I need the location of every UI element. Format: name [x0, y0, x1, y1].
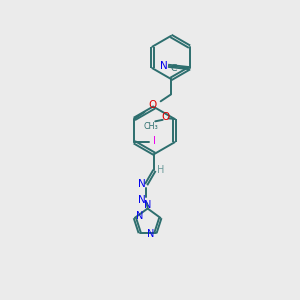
Text: N: N [138, 179, 146, 189]
Text: N: N [136, 211, 143, 221]
Text: H: H [158, 165, 165, 175]
Text: CH₃: CH₃ [144, 122, 159, 131]
Text: I: I [153, 136, 156, 146]
Text: N: N [138, 195, 146, 205]
Text: N: N [144, 200, 151, 210]
Text: N: N [160, 61, 168, 71]
Text: C: C [170, 64, 177, 73]
Text: O: O [161, 112, 169, 122]
Text: O: O [148, 100, 157, 110]
Text: N: N [147, 229, 155, 239]
